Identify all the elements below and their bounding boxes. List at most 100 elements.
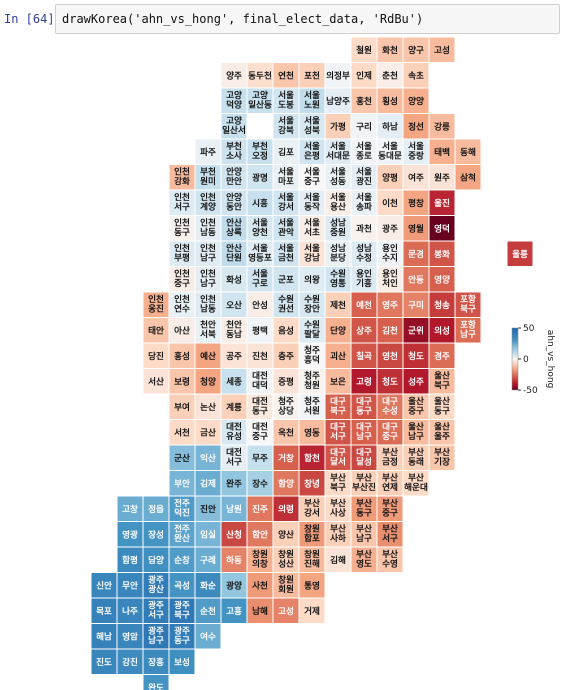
region-label: 서울 (304, 217, 320, 229)
region-tile: 김해 (325, 547, 351, 572)
region-tile-fill (195, 598, 221, 623)
region-label: 화성 (226, 273, 242, 285)
region-tile-fill (377, 190, 403, 215)
region-label: 달성 (356, 456, 372, 468)
region-tile: 연천 (273, 63, 299, 88)
region-tile-fill (351, 547, 377, 572)
region-tile-fill (195, 369, 221, 394)
region-label: 용인 (382, 243, 398, 254)
cell-prompt: In [64]: (4, 12, 62, 26)
region-tile-fill (143, 292, 169, 317)
region-tile-fill (169, 343, 195, 368)
code-input[interactable]: drawKorea('ahn_vs_hong', final_elect_dat… (55, 4, 560, 34)
region-tile-fill (143, 369, 169, 394)
region-tile-fill (377, 165, 403, 190)
region-label: 고양 (226, 115, 242, 127)
region-label: 북구 (434, 380, 450, 391)
region-label: 남구 (148, 634, 164, 646)
region-tile-fill (299, 88, 325, 113)
region-label: 계양 (200, 201, 216, 213)
region-label: 부천 (200, 167, 216, 178)
region-tile-fill (221, 496, 247, 521)
region-tile-fill (403, 165, 429, 190)
region-label: 동구 (174, 227, 190, 238)
region-tile: 화순 (195, 573, 221, 598)
region-tile-fill (351, 88, 377, 113)
region-tile-fill (247, 547, 273, 572)
region-label: 진주 (252, 503, 268, 515)
region-label: 분당 (330, 252, 346, 264)
region-label: 북구 (460, 304, 476, 315)
region-label: 청주 (304, 370, 320, 382)
region-tile-fill (377, 139, 403, 164)
region-tile: 곡성 (169, 573, 195, 598)
region-label: 부산 (382, 446, 398, 458)
region-label: 포천 (304, 70, 320, 81)
region-label: 영덕 (434, 222, 450, 234)
region-label: 곡성 (174, 579, 190, 591)
region-label: 광주 (148, 599, 164, 611)
region-label: 정선 (408, 120, 424, 132)
region-label: 안성 (252, 299, 268, 311)
region-label: 부산 (330, 523, 346, 535)
region-label: 증평 (278, 375, 294, 387)
region-tile-fill (273, 267, 299, 292)
region-label: 순창 (174, 554, 190, 566)
region-tile: 속초 (403, 63, 429, 88)
region-label: 인천 (200, 269, 216, 280)
region-tile-fill (429, 37, 455, 62)
region-tile: 아산 (169, 318, 195, 343)
region-tile-fill (273, 598, 299, 623)
region-tile: 문경 (403, 241, 429, 266)
region-tile: 장흥 (143, 649, 169, 674)
region-tile-fill (117, 598, 143, 623)
region-tile: 당진 (143, 343, 169, 368)
region-label: 부산 (330, 472, 346, 484)
region-label: 광주 (174, 625, 190, 637)
region-label: 부산 (408, 472, 424, 484)
region-tile-fill (455, 292, 481, 317)
region-tile: 홍성 (169, 343, 195, 368)
region-tile-fill (273, 522, 299, 547)
region-tile-fill (299, 547, 325, 572)
region-label: 동구 (174, 635, 190, 646)
region-label: 구리 (356, 120, 372, 132)
region-tile-fill (325, 445, 351, 470)
region-tile-fill (169, 267, 195, 292)
region-label: 서북 (200, 328, 216, 340)
region-tile: 홍천 (351, 88, 377, 113)
region-tile-fill (351, 190, 377, 215)
region-tile: 영천 (377, 343, 403, 368)
region-label: 구로 (252, 278, 268, 289)
region-tile: 영암 (117, 624, 143, 649)
region-tile-fill (325, 343, 351, 368)
region-label: 동대문 (378, 150, 402, 162)
region-tile-fill (169, 369, 195, 394)
region-tile-fill (403, 318, 429, 343)
region-label: 부산 (434, 446, 450, 458)
region-tile-fill (247, 573, 273, 598)
region-tile-fill (195, 165, 221, 190)
region-label: 홍성 (174, 350, 190, 362)
region-tile-fill (221, 420, 247, 445)
region-tile: 경주 (429, 343, 455, 368)
region-label: 성남 (330, 242, 346, 254)
region-label: 거창 (278, 452, 294, 464)
region-label: 울산 (434, 395, 450, 407)
region-tile-fill (429, 445, 455, 470)
region-label: 목포 (96, 606, 112, 617)
